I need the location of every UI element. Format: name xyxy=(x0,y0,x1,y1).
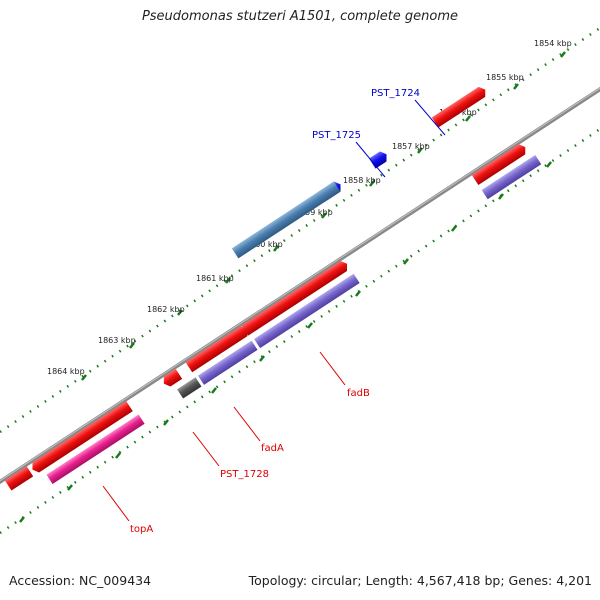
gene-label-topA: topA xyxy=(130,524,153,535)
inner-tick-track xyxy=(0,127,600,535)
cds-fadB xyxy=(241,260,348,336)
backbone-highlight xyxy=(0,87,600,482)
scale-label-1858: 1858 kbp xyxy=(343,176,381,185)
gene-label-pst1725: PST_1725 xyxy=(312,130,361,141)
cds-topA xyxy=(32,401,133,473)
inner-major-ticks xyxy=(19,161,552,523)
gene-label-pst1728: PST_1728 xyxy=(220,469,269,480)
leader-pst1728 xyxy=(192,431,220,467)
scale-label-1861: 1861 kbp xyxy=(196,274,234,283)
leader-fadA xyxy=(233,406,261,442)
leader-pst1724 xyxy=(414,99,446,136)
cds-left-edge xyxy=(4,466,34,491)
scale-label-1863: 1863 kbp xyxy=(98,336,136,345)
gene-features xyxy=(4,86,542,491)
gene-fadA xyxy=(197,340,258,385)
map-title: Pseudomonas stutzeri A1501, complete gen… xyxy=(141,9,459,24)
genome-backbone xyxy=(0,86,600,485)
scale-label-1854: 1854 kbp xyxy=(534,39,572,48)
scale-label-1864: 1864 kbp xyxy=(47,367,85,376)
outer-major-ticks xyxy=(81,51,566,381)
accession-text: Accession: NC_009434 xyxy=(9,573,152,588)
leader-pst1725 xyxy=(355,141,386,178)
gene-label-pst1724: PST_1724 xyxy=(371,88,420,99)
leader-fadB xyxy=(319,351,346,386)
cds-small-red xyxy=(163,368,183,387)
cds-right-edge xyxy=(471,144,526,186)
gene-topA xyxy=(46,414,145,484)
genome-summary-text: Topology: circular; Length: 4,567,418 bp… xyxy=(248,573,592,588)
gene-label-fadB: fadB xyxy=(347,388,370,399)
gene-pst1725-box xyxy=(231,181,341,259)
gene-pst1728 xyxy=(177,377,202,399)
gene-pst1724-arrow xyxy=(369,151,387,169)
scale-label-1860: 1860 kbp xyxy=(245,240,283,249)
scale-label-1862: 1862 kbp xyxy=(147,305,185,314)
leader-topA xyxy=(102,485,130,522)
gene-fadB xyxy=(254,273,360,349)
scale-label-1857: 1857 kbp xyxy=(392,142,430,151)
gene-right-edge xyxy=(481,154,542,200)
cds-fadA xyxy=(185,326,248,373)
gene-label-fadA: fadA xyxy=(261,443,284,454)
gene-red-forward-right xyxy=(431,86,486,128)
outer-tick-track xyxy=(0,26,600,434)
scale-label-1855: 1855 kbp xyxy=(486,73,524,82)
scale-label-1859: 1859 kbp xyxy=(295,208,333,217)
